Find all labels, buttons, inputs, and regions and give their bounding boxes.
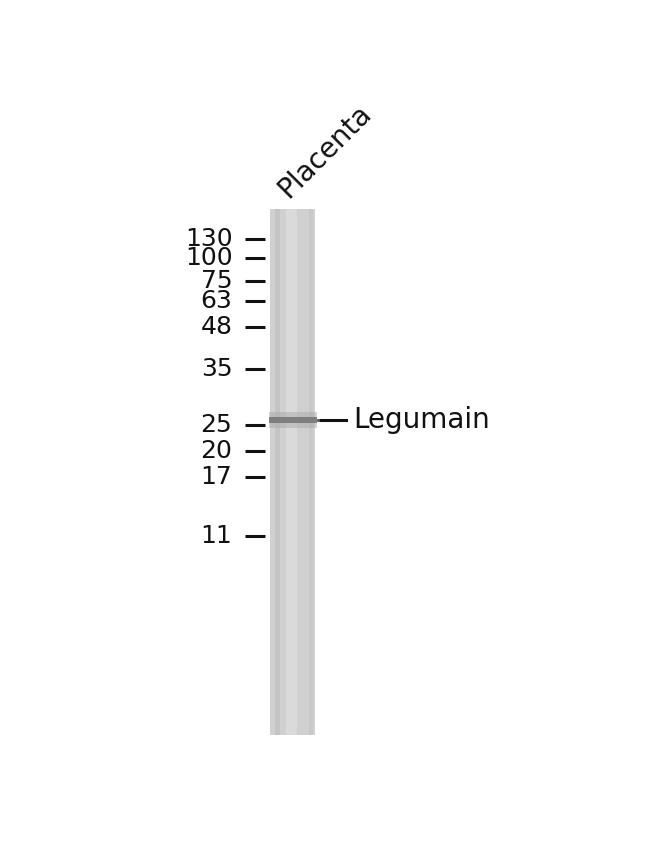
Text: Legumain: Legumain	[354, 405, 490, 433]
Text: 17: 17	[201, 466, 233, 489]
Bar	[270, 209, 315, 735]
Text: 35: 35	[201, 358, 233, 382]
Bar	[269, 412, 317, 427]
Text: 25: 25	[201, 413, 233, 437]
Bar	[309, 209, 313, 735]
Text: Placenta: Placenta	[273, 99, 377, 203]
Text: 48: 48	[200, 315, 233, 339]
Text: 63: 63	[200, 289, 233, 313]
Text: 130: 130	[185, 227, 233, 251]
Bar	[269, 416, 317, 423]
Text: 100: 100	[185, 247, 233, 271]
Text: 20: 20	[200, 439, 233, 463]
Bar	[286, 209, 297, 735]
Bar	[275, 209, 280, 735]
Text: 11: 11	[201, 524, 233, 548]
Text: 75: 75	[201, 270, 233, 293]
Bar	[300, 209, 308, 735]
